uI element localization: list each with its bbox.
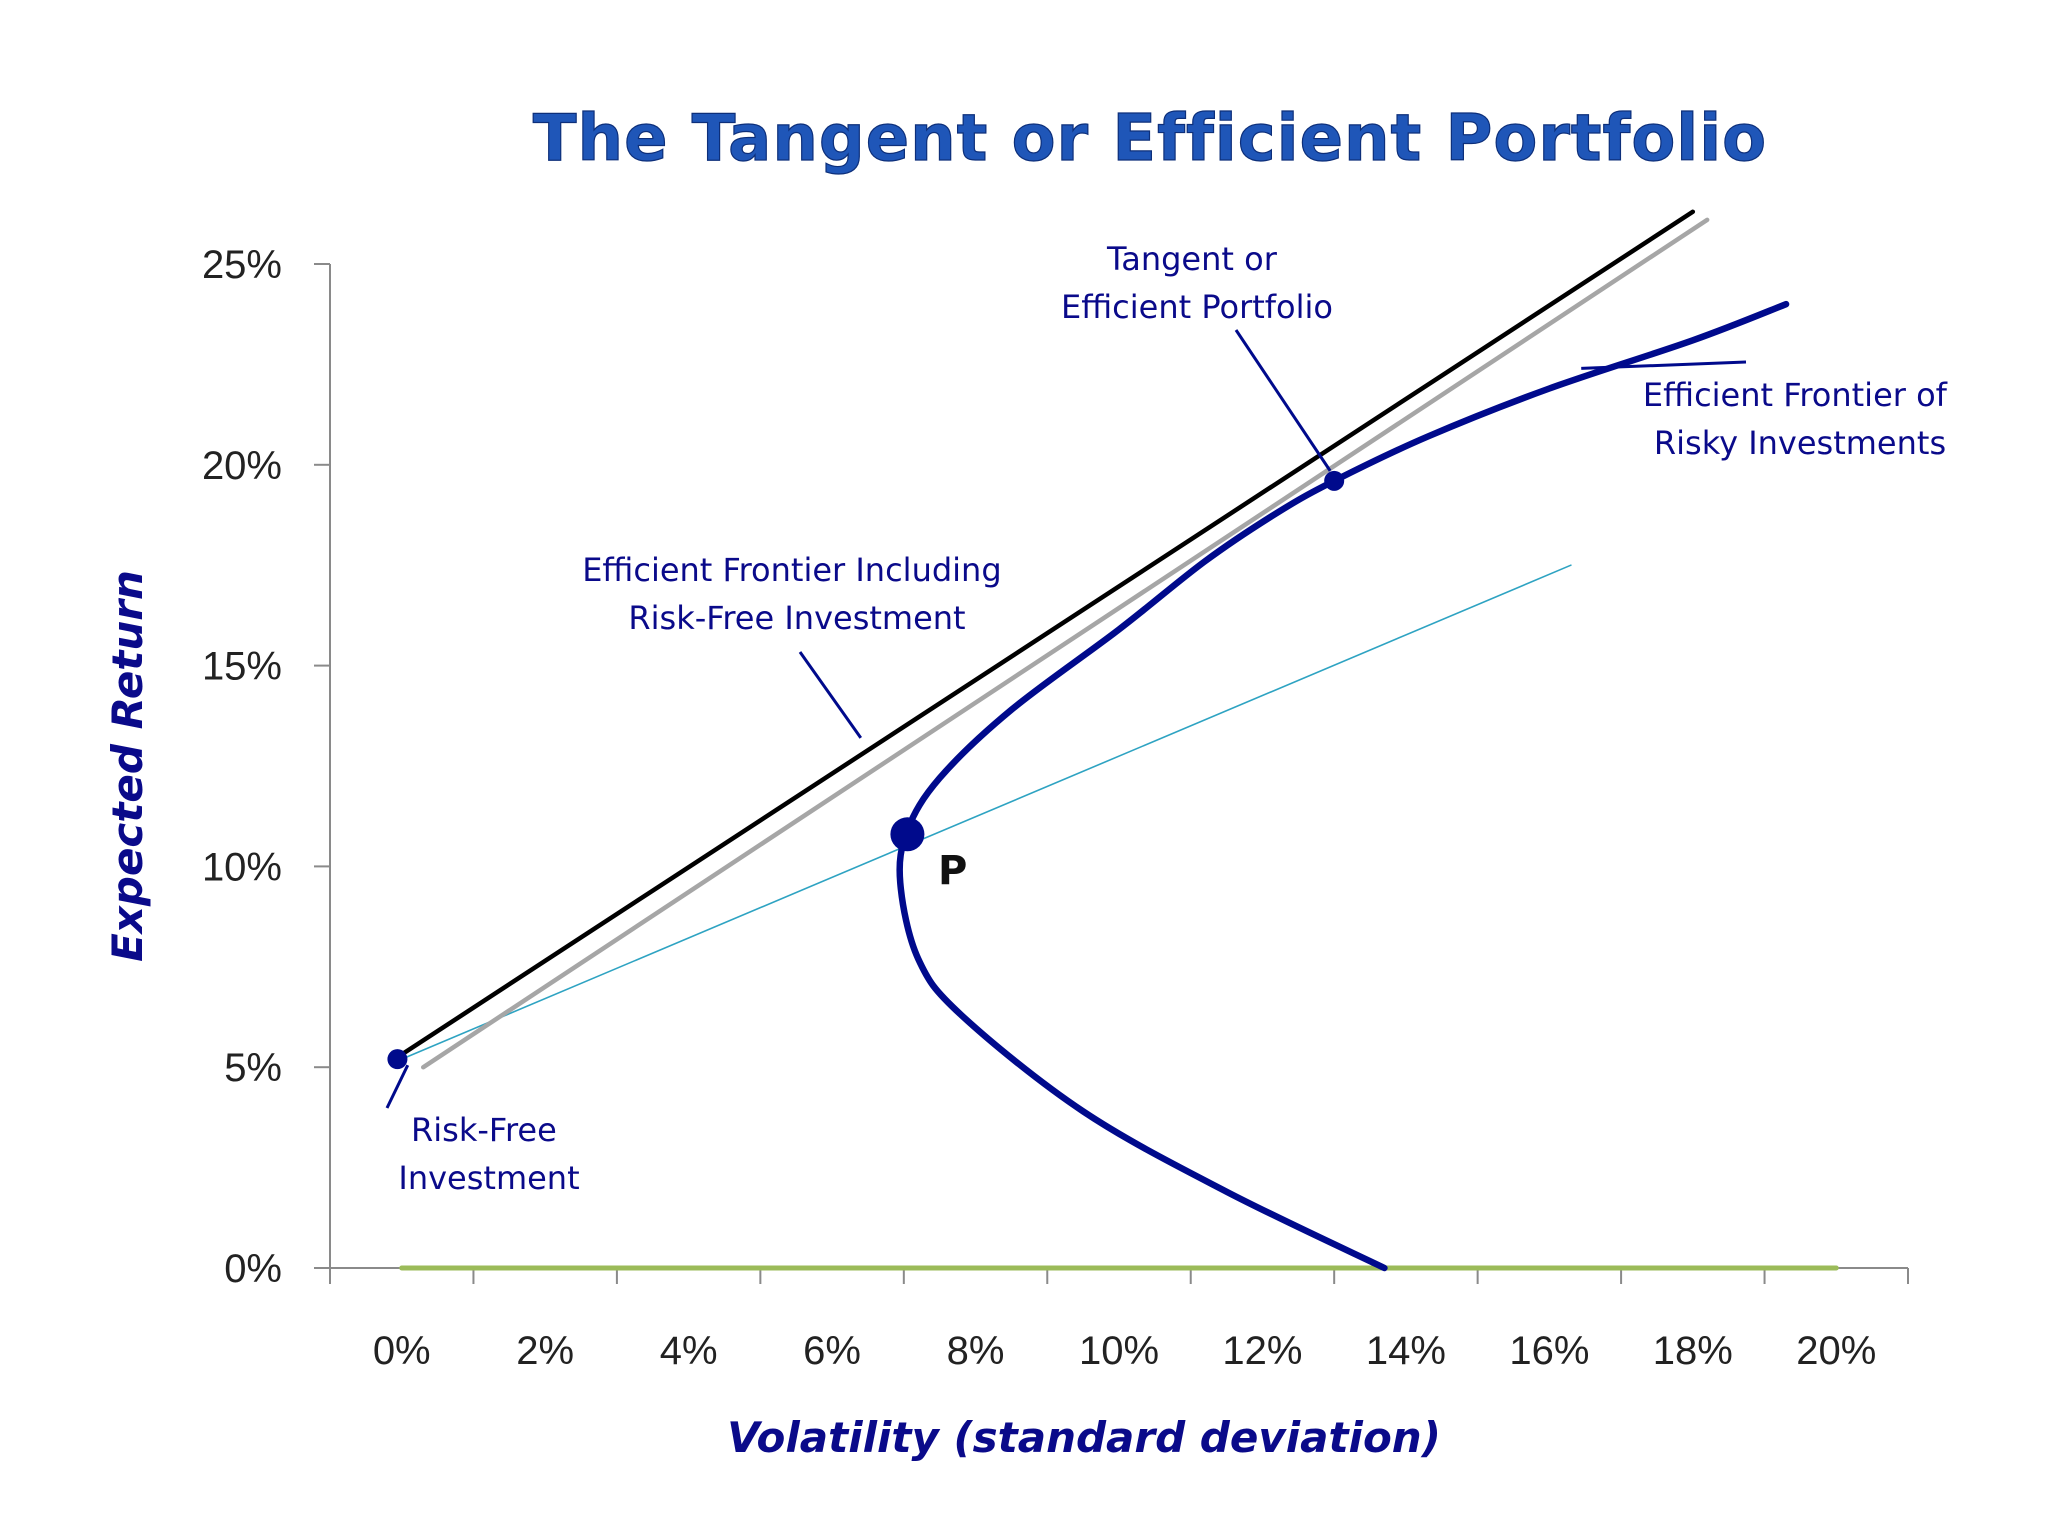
annotation-tangent: Tangent or Efficient Portfolio (1061, 240, 1333, 326)
annotations: Tangent or Efficient Portfolio Efficient… (398, 240, 1957, 1197)
point-p-label: P (938, 848, 967, 894)
efficient-frontier-curve (896, 300, 1790, 1272)
x-tick-label: 10% (1079, 1329, 1159, 1373)
point-tangent (1324, 470, 1345, 491)
x-tick-label: 12% (1222, 1329, 1302, 1373)
x-tick-label: 8% (947, 1329, 1005, 1373)
y-tick-label: 5% (224, 1046, 282, 1090)
chart-title: The Tangent or Efficient Portfolio (533, 102, 1767, 176)
x-tick-label: 16% (1509, 1329, 1589, 1373)
x-tick-label: 14% (1366, 1329, 1446, 1373)
x-tick-label: 6% (803, 1329, 861, 1373)
markers-layer (387, 470, 1345, 1070)
cml-gray-line (420, 217, 1710, 1070)
leader-line (1581, 360, 1747, 370)
x-tick-label: 4% (660, 1329, 718, 1373)
y-tick-label: 25% (202, 243, 282, 287)
leader-line (385, 1064, 410, 1109)
x-tick-label: 20% (1796, 1329, 1876, 1373)
cml-black-line (392, 209, 1696, 1062)
x-ticks: 0% 2% 4% 6% 8% 10% 12% 14% 16% 18% 20% (329, 1268, 1909, 1373)
x-tick-label: 2% (516, 1329, 574, 1373)
x-axis-title: Volatility (standard deviation) (727, 1413, 1441, 1462)
x-tick-label: 0% (373, 1329, 431, 1373)
annotation-leaders (385, 329, 1747, 1109)
x-tick-label: 18% (1653, 1329, 1733, 1373)
y-tick-label: 10% (202, 845, 282, 889)
y-ticks: 0% 5% 10% 15% 20% 25% (202, 243, 330, 1291)
annotation-efficient-frontier: Efficient Frontier of Risky Investments (1643, 376, 1957, 462)
series-layer (392, 209, 1839, 1272)
cal-line-p (400, 564, 1572, 1060)
point-p (890, 817, 925, 852)
leader-line (798, 651, 863, 739)
point-risk-free (387, 1049, 408, 1070)
y-tick-label: 20% (202, 444, 282, 488)
leader-line (1234, 329, 1332, 472)
y-tick-label: 15% (202, 645, 282, 689)
annotation-cml: Efficient Frontier Including Risk-Free I… (582, 551, 1012, 637)
annotation-risk-free: Risk-Free Investment (398, 1111, 579, 1197)
y-axis-title: Expected Return (103, 570, 152, 962)
y-tick-label: 0% (224, 1247, 282, 1291)
